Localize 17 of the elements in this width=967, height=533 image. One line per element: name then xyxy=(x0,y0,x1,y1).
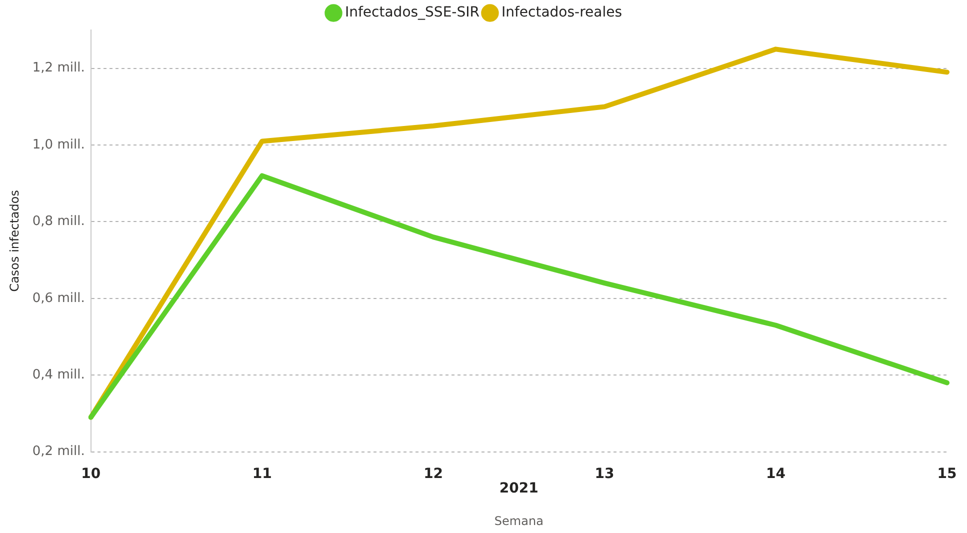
x-tick-label: 13 xyxy=(594,466,614,482)
x-tick-label: 10 xyxy=(81,466,101,482)
y-tick-label: 0,4 mill. xyxy=(32,367,85,382)
text: 2021 xyxy=(499,480,538,496)
x-tick-label: 12 xyxy=(424,466,444,482)
legend-label: Infectados_SSE-SIR xyxy=(344,4,480,21)
legend-label: Infectados-reales xyxy=(501,4,622,21)
y-tick-label: 0,6 mill. xyxy=(32,290,85,306)
x-tick-label: 11 xyxy=(252,466,272,482)
y-tick-label: 0,8 mill. xyxy=(32,214,85,230)
y-tick-label: 1,2 mill. xyxy=(32,60,85,76)
y-tick-label: 1,0 mill. xyxy=(32,137,85,152)
x-tick-label: 15 xyxy=(937,466,957,482)
y-tick-label: 0,2 mill. xyxy=(32,444,85,460)
x-axis-title: Semana xyxy=(494,514,544,528)
y-axis-title: Casos infectados xyxy=(7,190,22,292)
x-tick-label: 14 xyxy=(766,466,786,482)
